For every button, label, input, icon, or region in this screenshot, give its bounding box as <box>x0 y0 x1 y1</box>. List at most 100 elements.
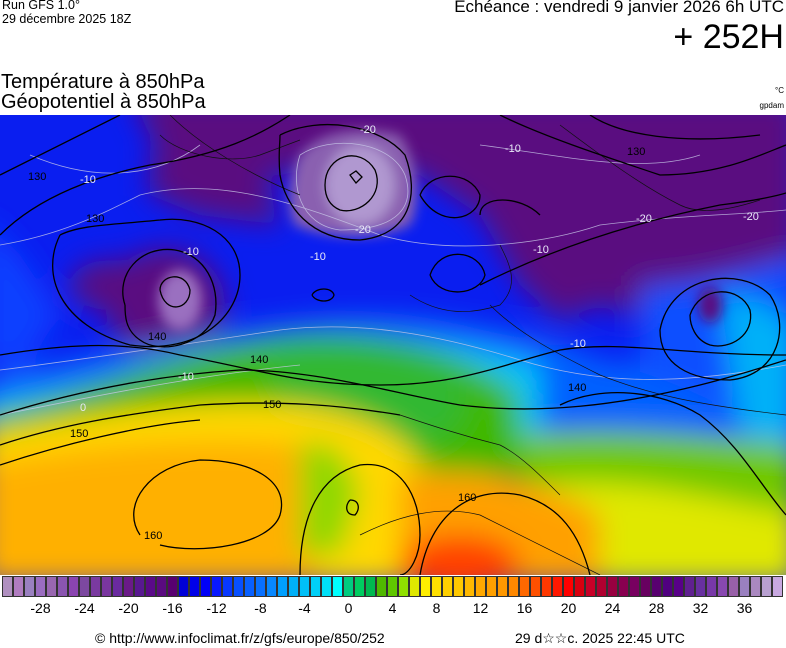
title-geopotential: Géopotentiel à 850hPa <box>1 91 206 113</box>
temperature-colorbar <box>2 576 783 597</box>
colorbar-cell <box>640 576 651 597</box>
colorbar-cell <box>299 576 310 597</box>
colorbar-cell <box>200 576 211 597</box>
colorbar-cell <box>57 576 68 597</box>
colorbar-tick-label: 4 <box>388 600 397 616</box>
geopotential-label: 160 <box>144 530 162 542</box>
colorbar-cell <box>255 576 266 597</box>
colorbar-cell <box>24 576 35 597</box>
generated-time: 29 d☆☆c. 2025 22:45 UTC <box>515 630 685 646</box>
colorbar-cell <box>585 576 596 597</box>
geopotential-label: 130 <box>86 213 104 225</box>
isotherm-label: -10 <box>533 244 549 256</box>
colorbar-tick-label: -12 <box>206 600 227 616</box>
geopotential-label: 130 <box>627 146 645 158</box>
colorbar-cell <box>376 576 387 597</box>
lead-time: + 252H <box>673 18 784 56</box>
colorbar-cell <box>772 576 783 597</box>
colorbar-cell <box>46 576 57 597</box>
colorbar-cell <box>629 576 640 597</box>
colorbar-cell <box>2 576 13 597</box>
isotherm-label: -10 <box>80 174 96 186</box>
colorbar-tick-label: 0 <box>344 600 353 616</box>
colorbar-cell <box>618 576 629 597</box>
colorbar-tick-label: 32 <box>692 600 709 616</box>
colorbar-cell <box>79 576 90 597</box>
colorbar-cell <box>717 576 728 597</box>
source-url: © http://www.infoclimat.fr/z/gfs/europe/… <box>95 630 385 646</box>
geopotential-label: 150 <box>263 399 281 411</box>
colorbar-cell <box>541 576 552 597</box>
unit-temperature: °C <box>775 86 784 95</box>
colorbar-tick-label: -24 <box>74 600 95 616</box>
title-temperature: Température à 850hPa <box>1 71 205 93</box>
isotherm-label: -10 <box>183 246 199 258</box>
colorbar-cell <box>497 576 508 597</box>
colorbar-cell <box>761 576 772 597</box>
colorbar-cell <box>233 576 244 597</box>
colorbar-cell <box>35 576 46 597</box>
colorbar-cell <box>123 576 134 597</box>
colorbar-cell <box>728 576 739 597</box>
colorbar-cell <box>13 576 24 597</box>
colorbar-cell <box>332 576 343 597</box>
isotherm-label: -10 <box>178 371 194 383</box>
colorbar-cell <box>750 576 761 597</box>
colorbar-cell <box>409 576 420 597</box>
colorbar-cell <box>90 576 101 597</box>
isotherm-label: -20 <box>636 213 652 225</box>
colorbar-cell <box>189 576 200 597</box>
colorbar-tick-label: 8 <box>432 600 441 616</box>
temperature-field <box>0 115 786 575</box>
geopotential-label: 160 <box>458 492 476 504</box>
colorbar-cell <box>68 576 79 597</box>
colorbar-cell <box>673 576 684 597</box>
colorbar-cell <box>651 576 662 597</box>
colorbar-tick-label: -8 <box>254 600 267 616</box>
colorbar-cell <box>552 576 563 597</box>
weather-map: -10 -20 -20 -20 -10 -10 -10 -10 -10 0 -1… <box>0 115 786 575</box>
colorbar-cell <box>662 576 673 597</box>
colorbar-cell <box>112 576 123 597</box>
geopotential-labels: 130 130 130 140 150 150 160 160 140 140 … <box>28 146 645 542</box>
isotherm-label: -20 <box>355 224 371 236</box>
colorbar-cell <box>684 576 695 597</box>
colorbar-cell <box>706 576 717 597</box>
colorbar-cell <box>519 576 530 597</box>
geopotential-contours <box>0 115 786 575</box>
colorbar-cell <box>486 576 497 597</box>
colorbar-cell <box>211 576 222 597</box>
colorbar-cell <box>244 576 255 597</box>
colorbar-cell <box>530 576 541 597</box>
colorbar-tick-label: -20 <box>118 600 139 616</box>
isotherm-labels: -10 -20 -20 -20 -10 -10 -10 -10 -10 0 -1… <box>80 124 759 414</box>
colorbar-cell <box>420 576 431 597</box>
colorbar-cell <box>101 576 112 597</box>
colorbar-tick-label: 36 <box>736 600 753 616</box>
isotherm-label: 0 <box>80 402 86 414</box>
run-date: 29 décembre 2025 18Z <box>2 12 132 26</box>
colorbar-cell <box>398 576 409 597</box>
colorbar-tick-label: 16 <box>516 600 533 616</box>
geopotential-label: 140 <box>568 382 586 394</box>
colorbar-ticks: -28 -24 -20 -16 -12 -8 -4 0 4 8 12 16 20 24 28 32 36 <box>0 600 786 618</box>
colorbar-cell <box>365 576 376 597</box>
colorbar-cell <box>145 576 156 597</box>
isotherm-label: -20 <box>360 124 376 136</box>
colorbar-cell <box>288 576 299 597</box>
isotherm-label: -10 <box>570 338 586 350</box>
colorbar-cell <box>354 576 365 597</box>
colorbar-cell <box>607 576 618 597</box>
model-run: Run GFS 1.0° <box>2 0 80 12</box>
geopotential-label: 150 <box>70 428 88 440</box>
colorbar-tick-label: -16 <box>162 600 183 616</box>
colorbar-cell <box>739 576 750 597</box>
colorbar-cell <box>464 576 475 597</box>
colorbar-tick-label: 28 <box>648 600 665 616</box>
colorbar-cell <box>321 576 332 597</box>
geopotential-label: 130 <box>28 171 46 183</box>
colorbar-cell <box>222 576 233 597</box>
colorbar-cell <box>266 576 277 597</box>
colorbar-cell <box>310 576 321 597</box>
colorbar-cell <box>431 576 442 597</box>
